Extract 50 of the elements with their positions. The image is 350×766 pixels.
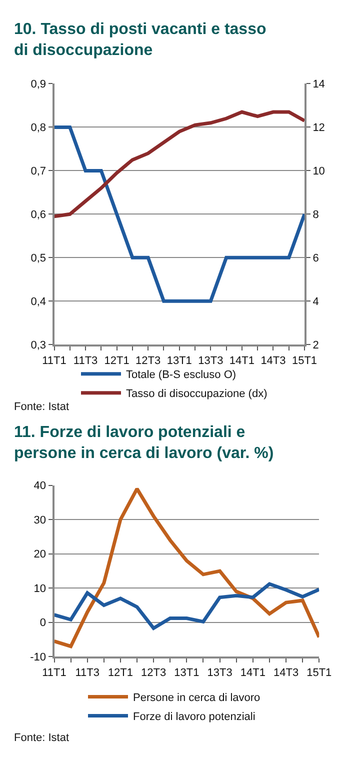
- y-tick-label: 0,3: [30, 339, 46, 352]
- y2-tick-label: 4: [312, 296, 319, 308]
- y2-tick-label: 12: [312, 122, 325, 134]
- y2-tick-label: 10: [312, 166, 325, 178]
- y-tick-label: 30: [34, 514, 46, 526]
- x-tick-label: 14T3: [273, 666, 299, 679]
- x-tick-label: 12T1: [104, 354, 130, 367]
- x-tick-label: 13T1: [174, 666, 200, 679]
- y-tick-label: -10: [30, 651, 46, 664]
- x-tick-label: 13T3: [198, 354, 224, 367]
- y-tick-label: 0,5: [30, 252, 46, 264]
- y-tick-label: 0,4: [30, 296, 46, 308]
- y2-tick-label: 2: [312, 339, 319, 352]
- legend-label: Forze di lavoro potenziali: [133, 711, 256, 724]
- line-series: [54, 125, 304, 303]
- chart-title: 11. Forze di lavoro potenziali e persone in cerca di lavoro (var. %): [14, 424, 274, 462]
- source-note: Fonte: Istat: [14, 732, 70, 744]
- x-tick-label: 12T1: [108, 666, 134, 679]
- line-series: [54, 110, 304, 218]
- y-tick-label: 0,7: [30, 166, 46, 178]
- y-tick-label: 20: [34, 548, 46, 561]
- x-tick-label: 14T3: [260, 354, 286, 367]
- source-note: Fonte: Istat: [14, 401, 70, 413]
- x-tick-label: 13T1: [166, 354, 192, 367]
- x-tick-label: 11T3: [75, 666, 100, 679]
- legend-label: Tasso di disoccupazione (dx): [126, 388, 268, 400]
- y-tick-label: 0,6: [30, 209, 46, 222]
- x-tick-label: 11T1: [42, 354, 66, 367]
- line-series: [54, 582, 320, 630]
- line-series: [54, 487, 320, 648]
- x-tick-label: 13T3: [207, 666, 232, 679]
- x-tick-label: 14T1: [229, 354, 254, 367]
- chart-title: 10. Tasso di posti vacanti e tasso di disoccupazione: [14, 21, 266, 59]
- x-tick-label: 15T1: [306, 666, 332, 679]
- x-tick-label: 12T3: [141, 666, 166, 679]
- x-tick-label: 11T1: [42, 666, 66, 679]
- y-tick-label: 0: [40, 617, 46, 630]
- legend-label: Totale (B-S escluso O): [126, 369, 236, 382]
- y2-tick-label: 6: [312, 252, 319, 264]
- x-tick-label: 15T1: [292, 354, 318, 367]
- y2-tick-label: 14: [312, 78, 325, 91]
- y-tick-label: 0,9: [30, 78, 46, 91]
- x-tick-label: 11T3: [73, 354, 98, 367]
- y-tick-label: 0,8: [30, 122, 46, 134]
- y-tick-label: 10: [34, 582, 46, 595]
- x-tick-label: 14T1: [240, 666, 266, 679]
- legend-label: Persone in cerca di lavoro: [133, 692, 260, 704]
- y2-tick-label: 8: [312, 209, 319, 222]
- y-tick-label: 40: [34, 480, 46, 492]
- x-tick-label: 12T3: [136, 354, 161, 367]
